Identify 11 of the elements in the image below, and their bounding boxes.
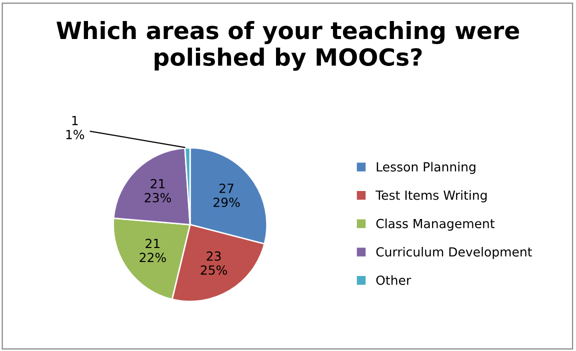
data-label: 27 29% (214, 184, 240, 208)
data-label: 1 1% (66, 116, 84, 140)
data-label: 23 25% (200, 251, 227, 275)
data-label: 21 22% (140, 238, 166, 262)
legend-label: Curriculum Development (376, 246, 532, 260)
legend-label: Test Items Writing (376, 190, 487, 202)
legend-label: Class Management (376, 218, 494, 231)
legend-label: Other (376, 275, 412, 285)
legend-label: Lesson Planning (376, 162, 476, 174)
chart-title: Which areas of your teaching were polished by MOOCs? (56, 21, 520, 71)
data-label: 21 23% (144, 178, 171, 202)
